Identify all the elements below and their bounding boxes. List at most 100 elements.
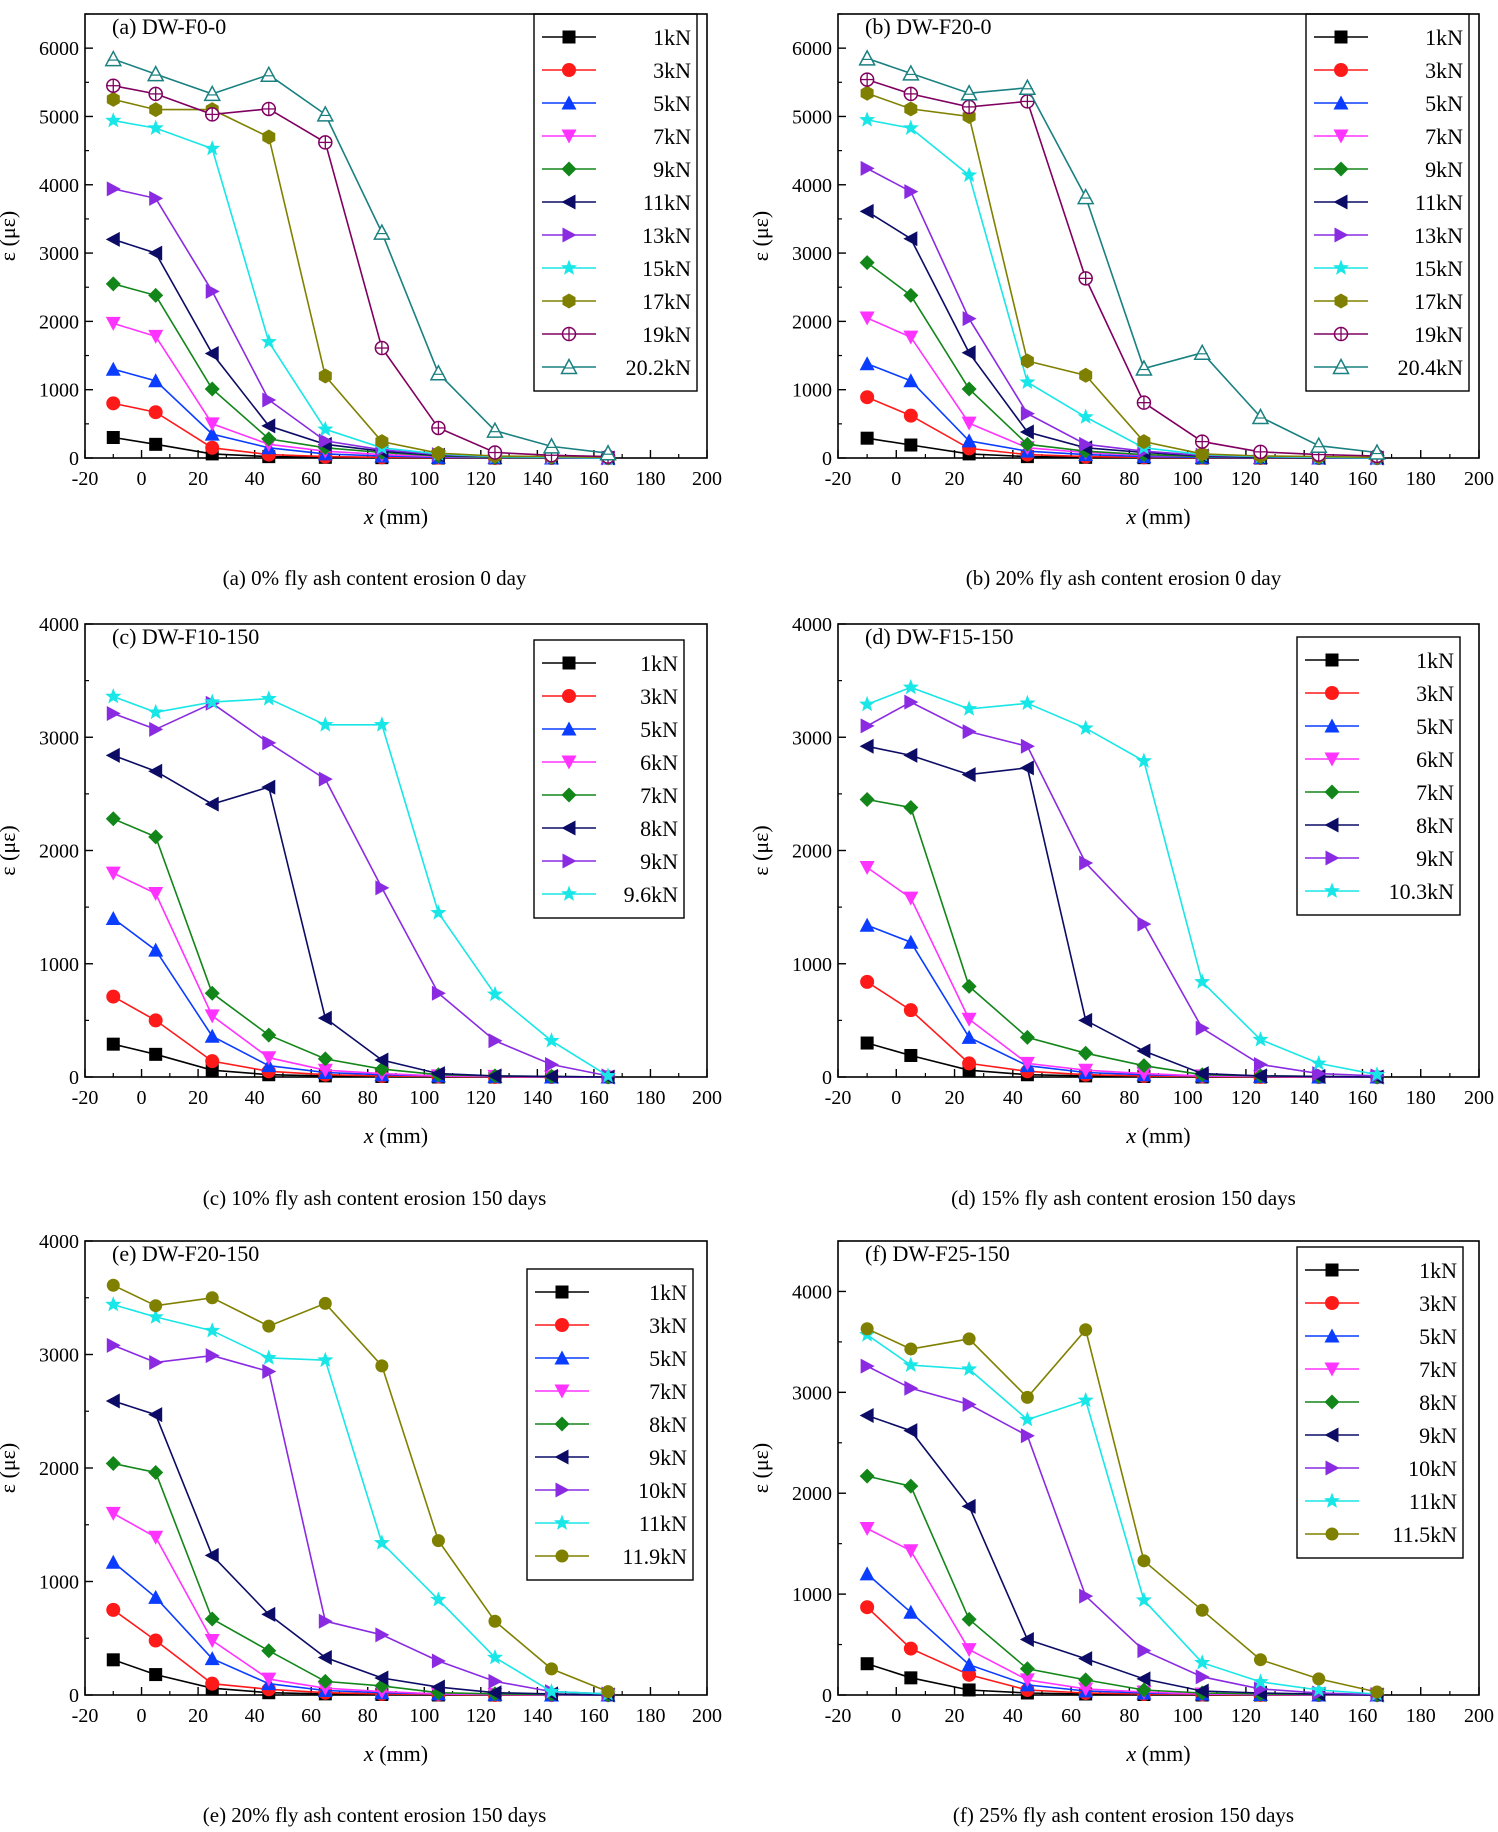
x-tick-label: 100 bbox=[1173, 1705, 1203, 1727]
series-line bbox=[866, 745, 1378, 1078]
series-5kN: 5kN bbox=[859, 1324, 1457, 1702]
x-tick-label: 160 bbox=[579, 468, 609, 490]
data-point bbox=[104, 49, 123, 67]
data-point bbox=[1368, 1066, 1386, 1082]
legend-label: 6kN bbox=[1416, 747, 1454, 772]
data-point bbox=[859, 860, 875, 875]
legend-marker bbox=[561, 95, 577, 110]
legend-label: 10kN bbox=[638, 1478, 687, 1503]
x-axis-label: x (mm) bbox=[363, 504, 428, 529]
data-point bbox=[860, 1657, 874, 1671]
series-line bbox=[866, 686, 1378, 1076]
legend-marker bbox=[1324, 1362, 1340, 1377]
data-point bbox=[860, 390, 875, 405]
series-19kN: 19kN bbox=[106, 78, 691, 464]
data-point bbox=[106, 705, 121, 721]
series-11kN: 11kN bbox=[859, 190, 1463, 466]
data-point bbox=[205, 1054, 220, 1069]
y-tick-label: 2000 bbox=[39, 311, 79, 333]
series-line bbox=[112, 1284, 609, 1693]
data-point bbox=[860, 718, 875, 734]
x-tick-label: 160 bbox=[579, 1705, 609, 1727]
legend-marker bbox=[562, 30, 576, 44]
data-point bbox=[205, 1291, 219, 1305]
x-tick-label: -20 bbox=[72, 1087, 99, 1109]
data-point bbox=[106, 1653, 120, 1667]
data-point bbox=[904, 1342, 918, 1356]
data-point bbox=[1195, 446, 1209, 462]
data-point bbox=[1019, 1632, 1034, 1648]
series-3kN: 3kN bbox=[860, 1291, 1457, 1702]
data-point bbox=[148, 1465, 164, 1481]
data-point bbox=[1020, 1390, 1034, 1404]
data-point bbox=[106, 1037, 120, 1051]
x-tick-label: 200 bbox=[692, 1087, 722, 1109]
chart-panel-1: -20 0 20 40 60 80 100 120 140 160 180 2000100020003… bbox=[748, 13, 1494, 529]
data-point bbox=[487, 1685, 502, 1701]
caption-c: (c) 10% fly ash content erosion 150 days bbox=[202, 1186, 547, 1210]
legend-label: 8kN bbox=[649, 1412, 687, 1437]
data-point bbox=[106, 431, 120, 445]
series-line bbox=[112, 1512, 608, 1696]
data-point bbox=[147, 119, 164, 135]
data-point bbox=[105, 811, 121, 827]
series-line bbox=[113, 754, 609, 1078]
series-6kN: 6kN bbox=[859, 747, 1454, 1085]
data-point bbox=[961, 1498, 976, 1514]
y-tick-label: 1000 bbox=[39, 1572, 79, 1594]
caption-a: (a) 0% fly ash content erosion 0 day bbox=[222, 566, 527, 590]
data-point bbox=[601, 1685, 615, 1699]
legend-marker bbox=[554, 1350, 570, 1365]
data-point bbox=[1078, 1063, 1094, 1078]
x-axis-label: x (mm) bbox=[1125, 504, 1190, 529]
data-point bbox=[148, 329, 164, 344]
legend-marker bbox=[560, 885, 578, 901]
data-point bbox=[1079, 1588, 1094, 1604]
series-6kN: 6kN bbox=[105, 750, 678, 1085]
data-point bbox=[962, 311, 977, 327]
series-7kN: 7kN bbox=[859, 780, 1454, 1085]
y-tick-label: 4000 bbox=[39, 1231, 79, 1253]
data-point bbox=[106, 91, 120, 107]
data-point bbox=[486, 421, 504, 438]
x-tick-label: 40 bbox=[1003, 1087, 1023, 1109]
data-point bbox=[105, 276, 121, 292]
x-tick-label: 60 bbox=[1061, 1087, 1081, 1109]
x-tick-label: 100 bbox=[409, 468, 439, 490]
series-1kN: 1kN bbox=[106, 651, 678, 1084]
x-tick-label: 40 bbox=[1003, 468, 1023, 490]
data-point bbox=[487, 1068, 502, 1084]
data-point bbox=[1252, 1068, 1267, 1084]
legend-marker bbox=[554, 1416, 570, 1432]
legend-marker bbox=[553, 1514, 571, 1530]
y-tick-label: 2000 bbox=[792, 311, 832, 333]
data-point bbox=[204, 1651, 220, 1666]
data-point bbox=[1077, 408, 1094, 424]
series-line bbox=[866, 57, 1378, 454]
legend-label: 1kN bbox=[1425, 25, 1463, 50]
data-point bbox=[106, 1278, 120, 1292]
x-tick-label: 100 bbox=[409, 1087, 439, 1109]
y-tick-label: 1000 bbox=[792, 954, 832, 976]
data-point bbox=[1312, 1672, 1326, 1686]
data-point bbox=[146, 65, 165, 82]
data-point bbox=[375, 880, 390, 896]
x-tick-label: 140 bbox=[522, 468, 552, 490]
series-line bbox=[866, 119, 1378, 459]
data-point bbox=[149, 721, 164, 737]
y-tick-label: 6000 bbox=[792, 38, 832, 60]
data-point bbox=[374, 1670, 389, 1686]
data-point bbox=[430, 904, 447, 920]
data-point bbox=[544, 1068, 558, 1084]
series-8kN: 8kN bbox=[105, 747, 678, 1085]
series-line bbox=[866, 78, 1378, 457]
series-20.4kN: 20.4kN bbox=[858, 49, 1463, 460]
x-tick-label: 180 bbox=[635, 468, 665, 490]
data-point bbox=[105, 1554, 121, 1569]
data-point bbox=[375, 1359, 389, 1373]
x-tick-label: 100 bbox=[1173, 1087, 1203, 1109]
series-1kN: 1kN bbox=[860, 25, 1463, 465]
data-point bbox=[105, 316, 121, 331]
series-7kN: 7kN bbox=[859, 1357, 1457, 1703]
x-tick-label: 160 bbox=[1347, 1705, 1377, 1727]
